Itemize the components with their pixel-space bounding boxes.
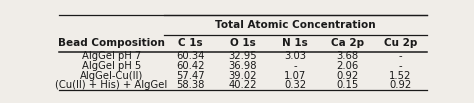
Text: (Cu(II) + His) + AlgGel: (Cu(II) + His) + AlgGel: [55, 80, 168, 90]
Text: Total Atomic Concentration: Total Atomic Concentration: [215, 20, 375, 30]
Text: C 1s: C 1s: [178, 38, 202, 48]
Text: 0.92: 0.92: [389, 80, 411, 90]
Text: 1.52: 1.52: [389, 71, 411, 81]
Text: 60.34: 60.34: [176, 51, 204, 61]
Text: 32.95: 32.95: [228, 51, 257, 61]
Text: 58.38: 58.38: [176, 80, 204, 90]
Text: Ca 2p: Ca 2p: [331, 38, 365, 48]
Text: 57.47: 57.47: [176, 71, 204, 81]
Text: AlgGel pH 7: AlgGel pH 7: [82, 51, 141, 61]
Text: 0.15: 0.15: [337, 80, 359, 90]
Text: 2.06: 2.06: [337, 61, 359, 71]
Text: AlgGel pH 5: AlgGel pH 5: [82, 61, 141, 71]
Text: Bead Composition: Bead Composition: [58, 38, 165, 48]
Text: 0.92: 0.92: [337, 71, 359, 81]
Text: 0.32: 0.32: [284, 80, 306, 90]
Text: N 1s: N 1s: [283, 38, 308, 48]
Text: 1.07: 1.07: [284, 71, 306, 81]
Text: 36.98: 36.98: [228, 61, 257, 71]
Text: 3.03: 3.03: [284, 51, 306, 61]
Text: 40.22: 40.22: [228, 80, 257, 90]
Text: 39.02: 39.02: [228, 71, 257, 81]
Text: -: -: [399, 51, 402, 61]
Text: -: -: [399, 61, 402, 71]
Text: 60.42: 60.42: [176, 61, 204, 71]
Text: AlgGel-Cu(II): AlgGel-Cu(II): [80, 71, 143, 81]
Text: Cu 2p: Cu 2p: [383, 38, 417, 48]
Text: -: -: [293, 61, 297, 71]
Text: 3.68: 3.68: [337, 51, 359, 61]
Text: O 1s: O 1s: [230, 38, 255, 48]
